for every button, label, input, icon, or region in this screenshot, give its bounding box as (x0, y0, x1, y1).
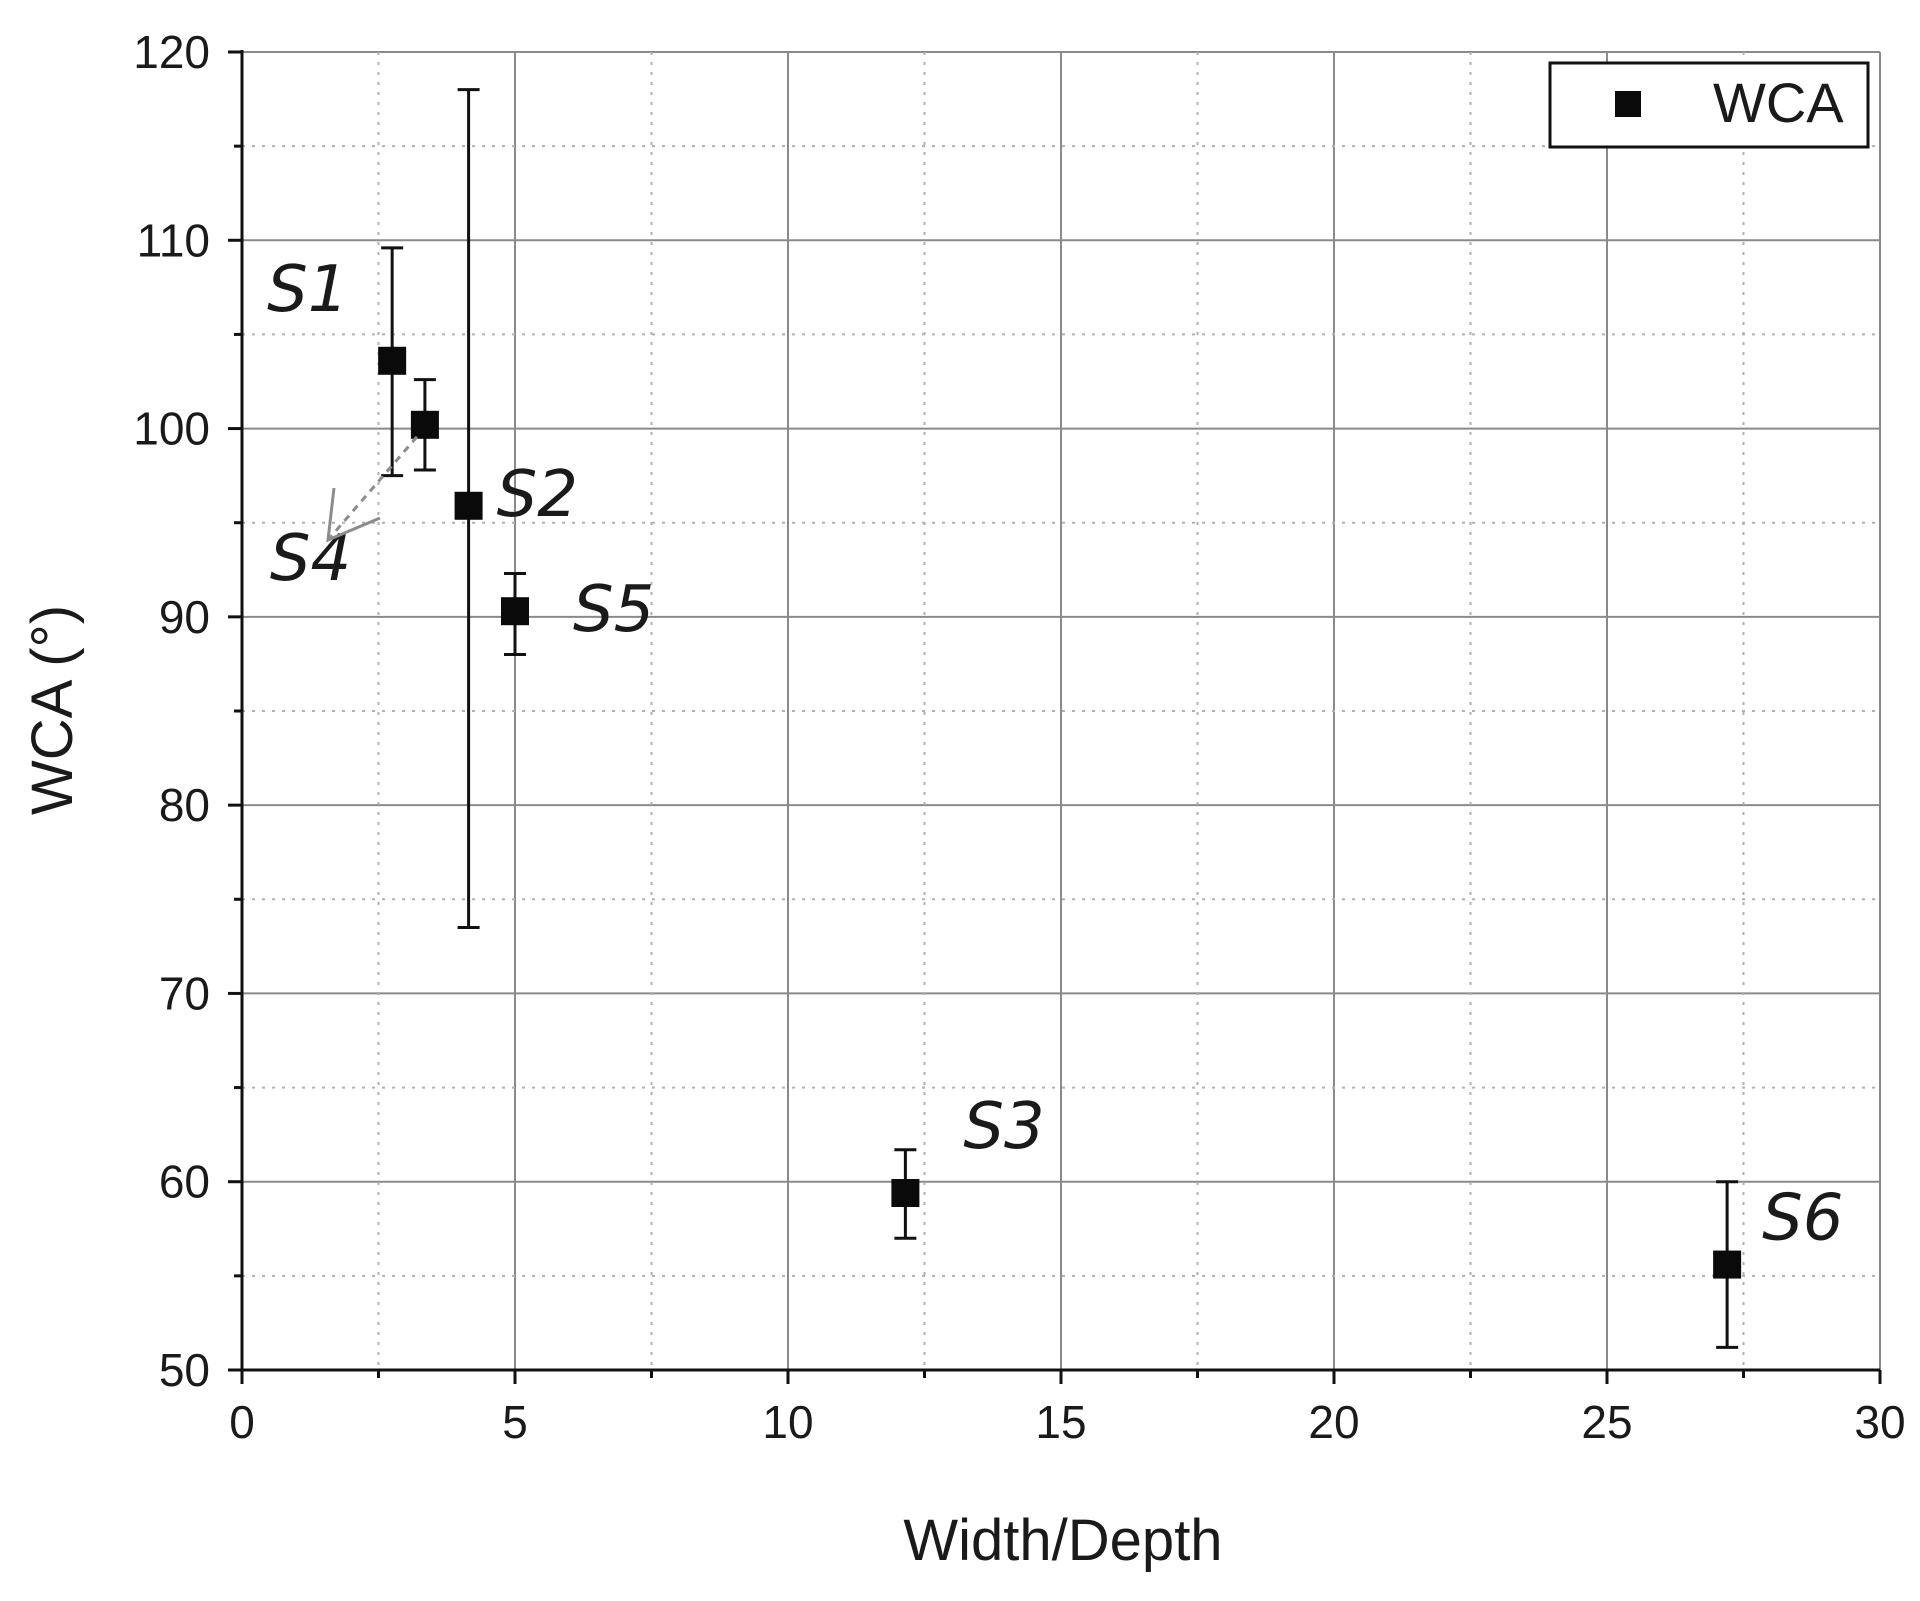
legend: WCA (1548, 61, 1870, 149)
data-point-S4 (410, 410, 439, 439)
data-point-S5 (501, 597, 529, 626)
x-tick-label: 10 (762, 1396, 813, 1448)
point-label-S3: S3 (963, 1090, 1044, 1164)
x-tick-label: 5 (502, 1396, 528, 1448)
point-label-S2: S2 (497, 458, 578, 532)
point-label-S4: S4 (270, 522, 351, 596)
x-axis-title: Width/Depth (903, 1508, 1222, 1573)
y-tick-label: 70 (159, 967, 210, 1019)
point-label-S1: S1 (267, 253, 348, 327)
x-tick-label: 20 (1308, 1396, 1359, 1448)
y-tick-label: 80 (159, 779, 210, 831)
error-bars (381, 88, 1739, 1349)
y-tick-label: 110 (137, 214, 210, 266)
grid (242, 51, 1881, 1370)
annotation-arrow-head (326, 487, 381, 543)
legend-label: WCA (1713, 71, 1844, 134)
x-tick-label: 25 (1581, 1396, 1632, 1448)
point-label-S5: S5 (573, 573, 654, 647)
data-point-S3 (891, 1179, 920, 1208)
ticks: 0 5 10 15 20 25 30 50 60 70 80 90 100 110 120 (133, 26, 1905, 1448)
y-tick-label: 100 (133, 403, 210, 455)
annotation-arrow-line (326, 435, 419, 541)
y-tick-label: 50 (159, 1344, 210, 1396)
data-point-S6 (1713, 1250, 1742, 1279)
legend-box (1548, 61, 1870, 149)
x-tick-label: 0 (229, 1396, 255, 1448)
legend-marker (1615, 91, 1641, 117)
y-tick-label: 120 (133, 26, 210, 78)
point-labels: S1 S4 S2 S5 S3 S6 (267, 253, 1843, 1256)
data-point-S1 (378, 346, 407, 375)
annotations (326, 435, 419, 543)
point-label-S6: S6 (1762, 1182, 1843, 1256)
y-tick-label: 90 (159, 591, 210, 643)
y-axis-title: WCA (°) (20, 605, 85, 815)
x-tick-label: 15 (1035, 1396, 1086, 1448)
y-tick-label: 60 (159, 1156, 210, 1208)
x-tick-label: 30 (1854, 1396, 1905, 1448)
data-point-S2 (454, 491, 483, 520)
data-points (378, 346, 1742, 1279)
